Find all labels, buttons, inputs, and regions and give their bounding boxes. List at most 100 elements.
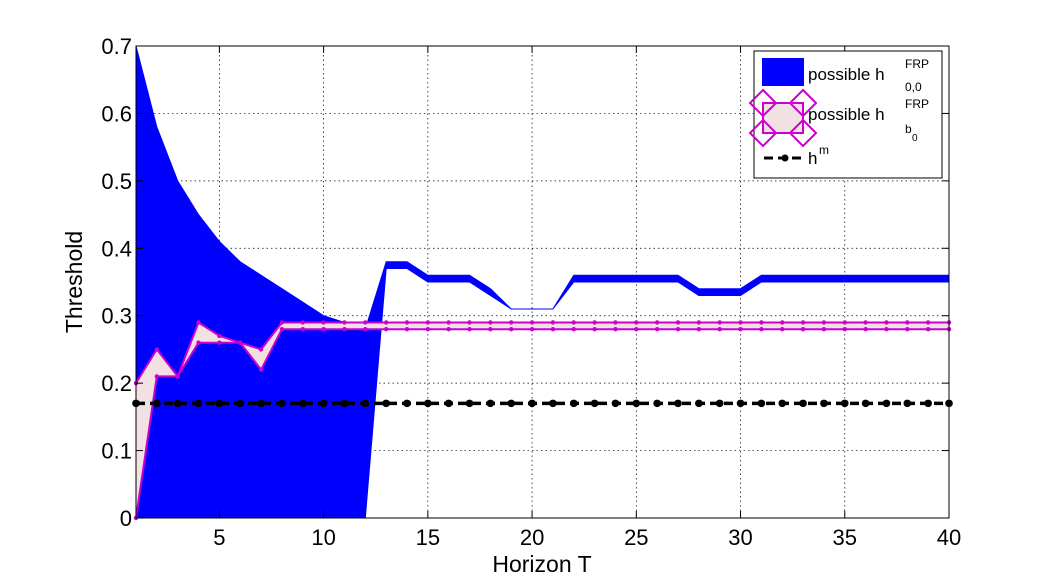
y-tick-label: 0.7 <box>101 34 132 59</box>
frp-b0-lower-point <box>175 374 180 379</box>
frp-b0-lower-point <box>258 367 264 372</box>
frp-b0-lower-point <box>217 340 222 345</box>
x-tick-label: 20 <box>520 525 544 550</box>
frp-b0-upper-point <box>529 320 535 325</box>
y-tick-label: 0.3 <box>101 304 132 329</box>
hm-point <box>340 399 349 408</box>
frp-b0-lower-point <box>383 327 389 332</box>
frp-b0-upper-point <box>759 320 764 325</box>
frp-b0-upper-point <box>404 320 410 325</box>
x-tick-label: 5 <box>213 525 225 550</box>
frp-b0-upper-point <box>425 320 431 325</box>
legend-sup-frp-b0: FRP <box>905 97 929 111</box>
frp-b0-lower-point <box>571 327 576 332</box>
hm-point <box>424 399 432 408</box>
legend-sub-frp-00: 0,0 <box>905 80 922 94</box>
hm-point <box>278 399 286 408</box>
frp-b0-upper-point <box>488 320 493 325</box>
x-tick-label: 30 <box>728 525 752 550</box>
y-tick-label: 0.5 <box>101 169 132 194</box>
frp-b0-lower-edge <box>135 328 949 519</box>
frp-b0-lower-point <box>800 327 806 332</box>
frp-b0-lower-point <box>238 340 243 345</box>
frp-b0-lower-point <box>634 327 639 332</box>
frp-b0-lower-point <box>863 327 868 332</box>
x-tick-label: 10 <box>311 525 335 550</box>
frp-b0-lower-point <box>404 327 410 332</box>
hm-point <box>507 399 516 408</box>
frp-b0-upper-point <box>780 320 785 325</box>
hm-point <box>382 399 390 408</box>
legend-diamond-marker <box>788 88 818 118</box>
ticks: 5 10 15 20 25 30 35 40 0 0.1 0.2 0.3 0.4 0.5 0.6 0.7 <box>101 34 961 550</box>
x-axis-title: Horizon T <box>492 551 591 577</box>
frp-b0-lower-point <box>654 327 660 332</box>
hm-point <box>590 399 599 408</box>
frp-b0-upper-point <box>300 320 305 325</box>
frp-b0-upper-point <box>446 320 451 325</box>
hm-point <box>778 399 787 408</box>
hm-point <box>173 399 182 408</box>
legend-label-frp-b0: possible h <box>808 105 885 124</box>
frp-b0-upper-point <box>634 320 639 325</box>
frp-b0-lower-point <box>467 327 472 332</box>
frp-b0-lower-point <box>488 327 493 332</box>
hm-point <box>298 399 307 408</box>
frp-b0-upper-point <box>675 320 681 325</box>
frp-b0-upper-point <box>613 320 618 325</box>
frp-b0-lower-point <box>321 327 326 332</box>
legend-marker-hm <box>781 154 789 162</box>
hm-point <box>903 399 912 408</box>
frp-b0-lower-point <box>821 327 827 332</box>
legend-swatch-frp-b0 <box>762 102 804 134</box>
frp-b0-upper-point <box>696 320 702 325</box>
frp-b0-lower-point <box>363 327 368 332</box>
legend-subsub-frp-b0: 0 <box>912 133 918 144</box>
y-axis-title: Threshold <box>61 231 87 333</box>
frp-b0-upper-point <box>467 320 472 325</box>
frp-b0-upper-point <box>738 320 743 325</box>
frp-b0-lower-point <box>342 327 347 332</box>
legend-swatch-frp-00 <box>762 58 804 86</box>
legend-sup-frp-00: FRP <box>905 57 929 71</box>
frp-b0-upper-point <box>154 347 160 352</box>
frp-b0-upper-point <box>821 320 827 325</box>
frp-b0-lower-point <box>780 327 785 332</box>
y-tick-label: 0.1 <box>101 439 132 464</box>
legend: possible h FRP 0,0 possible h FRP b 0 h … <box>748 50 943 179</box>
x-tick-label: 40 <box>937 525 961 550</box>
hm-point <box>528 399 536 408</box>
hm-point <box>611 399 620 408</box>
hm-point <box>882 399 891 408</box>
frp-b0-upper-point <box>717 320 722 325</box>
hm-point <box>361 399 370 408</box>
frp-b0-lower-point <box>550 327 556 332</box>
hm-point <box>153 399 161 408</box>
frp-b0-upper-point <box>279 320 285 325</box>
legend-diamond-marker <box>748 118 778 148</box>
frp-b0-lower-point <box>613 327 618 332</box>
frp-b0-lower-point <box>279 327 285 332</box>
hm-point <box>861 399 870 408</box>
frp-b0-upper-point <box>383 320 389 325</box>
x-tick-label: 15 <box>416 525 440 550</box>
frp-b0-lower-point <box>196 340 201 345</box>
plot-frame <box>135 45 950 519</box>
hm-point <box>236 399 245 408</box>
y-tick-label: 0.4 <box>101 236 132 261</box>
frp-b0-lower-point <box>759 327 764 332</box>
hm-point <box>319 399 328 408</box>
frp-b0-lower-point <box>300 327 305 332</box>
frp-b0-upper-point <box>863 320 868 325</box>
hm-point <box>569 399 578 408</box>
y-tick-label: 0 <box>120 506 132 531</box>
legend-markers-frp-b0 <box>748 88 818 148</box>
frp-b0-lower-point <box>446 327 451 332</box>
frp-b0-upper-point <box>363 320 368 325</box>
hm-point <box>257 399 265 408</box>
frp-b0-upper-edge <box>135 320 949 384</box>
frp-b0-lower-point <box>696 327 702 332</box>
hm-point <box>736 399 745 408</box>
series-layer <box>132 45 953 521</box>
